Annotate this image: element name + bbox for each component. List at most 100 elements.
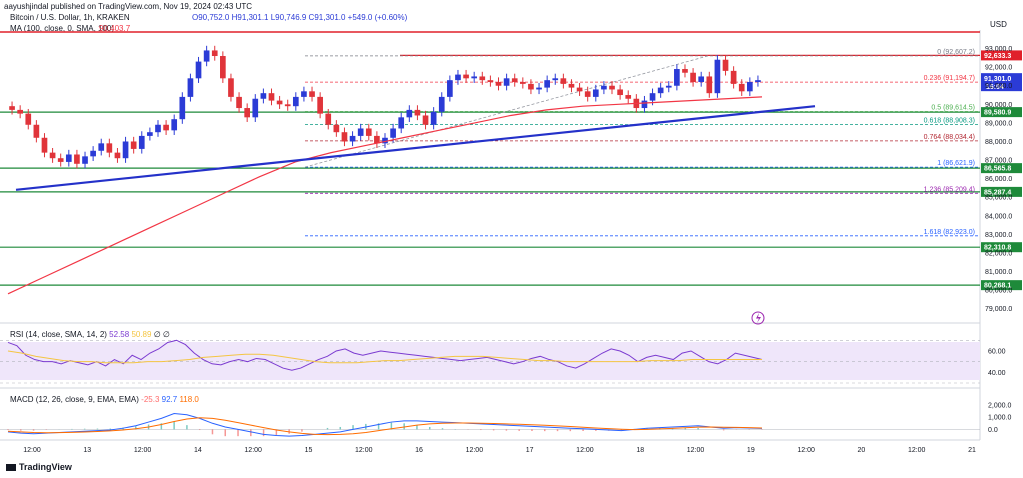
- candle-body[interactable]: [560, 78, 567, 84]
- candle-body[interactable]: [374, 135, 380, 144]
- candle-body[interactable]: [341, 132, 348, 142]
- candle-body[interactable]: [665, 85, 672, 88]
- candle-body[interactable]: [730, 70, 737, 84]
- candle-body[interactable]: [519, 82, 526, 84]
- candle-body[interactable]: [41, 137, 48, 153]
- candle-body[interactable]: [471, 76, 478, 79]
- candle-body[interactable]: [438, 96, 445, 112]
- candle-body[interactable]: [90, 150, 96, 157]
- candle-body[interactable]: [195, 61, 202, 79]
- candle-body[interactable]: [276, 100, 283, 105]
- candle-body[interactable]: [317, 96, 323, 114]
- candle-body[interactable]: [601, 85, 607, 90]
- candle-body[interactable]: [65, 154, 72, 162]
- candle-body[interactable]: [220, 56, 226, 79]
- candle-body[interactable]: [657, 87, 664, 94]
- candle-body[interactable]: [406, 109, 413, 118]
- candle-body[interactable]: [25, 113, 32, 125]
- candle-body[interactable]: [122, 141, 129, 159]
- candle-body[interactable]: [114, 152, 121, 159]
- candle-body[interactable]: [171, 119, 178, 131]
- candle-body[interactable]: [463, 74, 469, 79]
- candle-body[interactable]: [414, 109, 421, 116]
- candle-body[interactable]: [568, 83, 575, 88]
- candle-body[interactable]: [309, 91, 315, 97]
- candle-body[interactable]: [390, 128, 396, 138]
- candle-body[interactable]: [365, 128, 372, 136]
- candle-body[interactable]: [382, 137, 388, 144]
- candle-body[interactable]: [9, 106, 15, 110]
- candle-body[interactable]: [333, 124, 340, 133]
- candle-body[interactable]: [430, 111, 437, 125]
- candle-body[interactable]: [82, 156, 88, 164]
- candle-body[interactable]: [398, 117, 405, 129]
- price-level-tag: [981, 186, 1022, 197]
- candle-body[interactable]: [33, 124, 40, 138]
- candle-body[interactable]: [690, 72, 696, 83]
- candle-body[interactable]: [536, 87, 542, 90]
- candle-body[interactable]: [722, 59, 729, 71]
- price-tick-label: 93,000.0: [985, 46, 1012, 53]
- candle-body[interactable]: [479, 76, 486, 81]
- candle-body[interactable]: [738, 83, 745, 92]
- candle-body[interactable]: [244, 108, 251, 118]
- candle-body[interactable]: [552, 78, 559, 81]
- candle-body[interactable]: [592, 89, 599, 97]
- candle-body[interactable]: [495, 82, 502, 86]
- candle-body[interactable]: [747, 82, 753, 92]
- candle-body[interactable]: [155, 124, 161, 133]
- candle-body[interactable]: [357, 128, 364, 136]
- candle-body[interactable]: [284, 104, 291, 107]
- candle-body[interactable]: [714, 59, 721, 94]
- candle-body[interactable]: [487, 80, 494, 83]
- candle-body[interactable]: [698, 76, 705, 83]
- currency-label: USD: [990, 20, 1007, 29]
- candle-body[interactable]: [49, 152, 56, 159]
- candle-body[interactable]: [511, 78, 518, 83]
- candle-body[interactable]: [228, 78, 234, 97]
- candle-body[interactable]: [187, 78, 194, 97]
- candle-body[interactable]: [236, 96, 242, 109]
- candle-body[interactable]: [147, 132, 153, 136]
- candle-body[interactable]: [138, 135, 145, 149]
- candle-body[interactable]: [447, 80, 453, 97]
- candle-body[interactable]: [455, 74, 461, 81]
- candle-body[interactable]: [755, 80, 761, 83]
- candle-body[interactable]: [98, 143, 105, 151]
- candle-body[interactable]: [211, 50, 218, 57]
- candle-body[interactable]: [674, 69, 680, 86]
- candle-body[interactable]: [617, 89, 623, 96]
- candle-body[interactable]: [576, 87, 583, 92]
- candle-body[interactable]: [625, 95, 632, 99]
- candle-body[interactable]: [130, 141, 137, 149]
- candle-body[interactable]: [349, 135, 356, 142]
- candle-body[interactable]: [260, 93, 267, 99]
- candle-body[interactable]: [706, 76, 713, 94]
- candle-body[interactable]: [422, 115, 429, 125]
- candle-body[interactable]: [57, 158, 64, 162]
- support-trendline[interactable]: [15, 105, 816, 191]
- candle-body[interactable]: [74, 154, 80, 164]
- candle-body[interactable]: [179, 96, 186, 120]
- candle-body[interactable]: [584, 91, 591, 97]
- candle-body[interactable]: [325, 113, 332, 125]
- candle-body[interactable]: [268, 93, 275, 101]
- candle-body[interactable]: [17, 109, 23, 114]
- candle-body[interactable]: [641, 100, 648, 109]
- ma-value: 90,403.7: [99, 24, 131, 33]
- candle-body[interactable]: [203, 50, 210, 62]
- time-tick-label: 12:00: [244, 447, 262, 454]
- candle-body[interactable]: [544, 80, 550, 88]
- candle-body[interactable]: [649, 93, 656, 101]
- candle-body[interactable]: [106, 143, 113, 153]
- lightning-icon[interactable]: [751, 311, 765, 325]
- candle-body[interactable]: [163, 124, 169, 131]
- candle-body[interactable]: [252, 98, 259, 118]
- candle-body[interactable]: [528, 83, 534, 90]
- candle-body[interactable]: [609, 85, 615, 90]
- candle-body[interactable]: [503, 78, 510, 86]
- candle-body[interactable]: [292, 96, 299, 107]
- candle-body[interactable]: [682, 69, 688, 73]
- candle-body[interactable]: [301, 91, 307, 97]
